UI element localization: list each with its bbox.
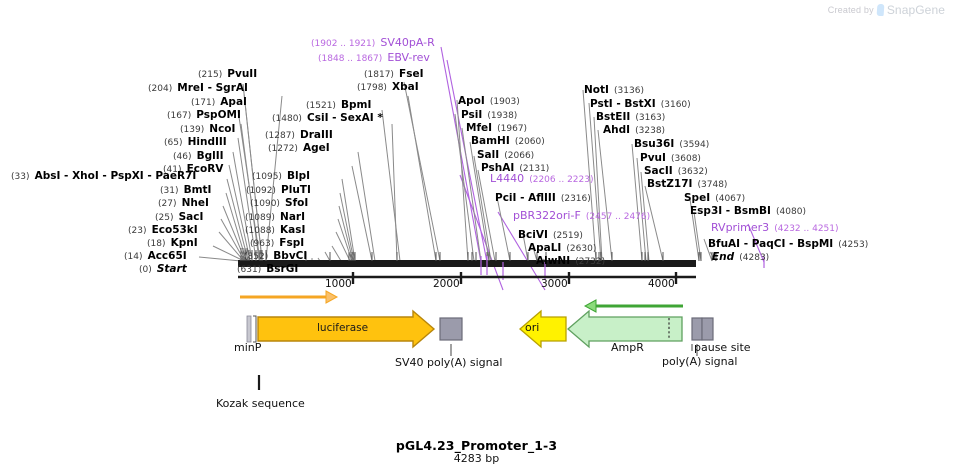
enzyme-label-ahdi[interactable]: AhdI (3238) xyxy=(603,124,666,136)
watermark-prefix: Created by xyxy=(827,5,874,15)
enzyme-label-sfoi[interactable]: (1090) SfoI xyxy=(250,197,309,209)
enzyme-label-bglii[interactable]: (46) BglII xyxy=(173,150,224,162)
enzyme-label-nhei[interactable]: (27) NheI xyxy=(158,197,209,209)
sv40-polya-signal-label: SV40 poly(A) signal xyxy=(395,356,503,369)
enzyme-label-bstz17i[interactable]: BstZ17I (3748) xyxy=(647,178,728,190)
enzyme-label-draiii[interactable]: (1287) DraIII xyxy=(265,129,333,141)
leader-lines-right xyxy=(582,89,717,262)
ampr-feature-arrow[interactable] xyxy=(567,309,683,349)
enzyme-label-bsteii[interactable]: BstEII (3163) xyxy=(596,111,666,123)
enzyme-label-fspi[interactable]: (963) FspI xyxy=(250,237,305,249)
enzyme-label-csii-sexai[interactable]: (1480) CsiI - SexAI * xyxy=(272,112,383,124)
enzyme-label-nari[interactable]: (1089) NarI xyxy=(245,211,305,223)
plasmid-length: 4283 bp xyxy=(453,452,500,465)
leader-lines-left xyxy=(198,83,283,262)
enzyme-label-kasi[interactable]: (1088) KasI xyxy=(245,224,306,236)
ampr-polya-signal-box[interactable] xyxy=(691,317,703,341)
pause-site-label: pause site xyxy=(694,341,751,354)
enzyme-label-ncoi[interactable]: (139) NcoI xyxy=(180,123,236,135)
ampr-label: AmpR xyxy=(611,341,644,354)
luciferase-feature-arrow[interactable] xyxy=(257,309,436,349)
ruler-tick-4000: 4000 xyxy=(648,278,675,290)
ruler-tick-1000: 1000 xyxy=(325,278,352,290)
enzyme-label-pvui[interactable]: PvuI (3608) xyxy=(640,152,701,164)
minp-promoter-arrow xyxy=(240,290,339,304)
pause-site-box[interactable] xyxy=(701,317,714,341)
enzyme-label-pluti[interactable]: (1092) PluTI xyxy=(246,184,311,196)
minp-label: minP xyxy=(234,341,262,354)
ampr-promoter-arrow xyxy=(583,299,683,313)
enzyme-label-pspomi[interactable]: (167) PspOMI xyxy=(167,109,241,121)
ori-label: ori xyxy=(525,321,540,334)
enzyme-label-alwni[interactable]: AlwNI (2732) xyxy=(536,255,606,267)
enzyme-label-eco53ki[interactable]: (23) Eco53kI xyxy=(128,224,198,236)
enzyme-label-absi-xhoi-pspxi-paer7i[interactable]: (33) AbsI - XhoI - PspXI - PaeR7I xyxy=(11,170,197,182)
enzyme-label-apai[interactable]: (171) ApaI xyxy=(191,96,247,108)
feature-callout-ticks xyxy=(450,344,698,356)
sv40-polya-signal-box[interactable] xyxy=(439,317,463,341)
enzyme-label-bcivi[interactable]: BciVI (2519) xyxy=(518,229,583,241)
ruler-tick-2000: 2000 xyxy=(433,278,460,290)
leader-lines-center xyxy=(454,99,547,262)
enzyme-label-acc65i[interactable]: (14) Acc65I xyxy=(124,250,187,262)
enzyme-label-kpni[interactable]: (18) KpnI xyxy=(147,237,198,249)
primer-label-pbr322ori-f[interactable]: pBR322ori-F (2457 .. 2476) xyxy=(513,209,651,222)
enzyme-label-bfuai-paqci-bspmi[interactable]: BfuAI - PaqCI - BspMI (4253) xyxy=(708,238,869,250)
enzyme-label-hindiii[interactable]: (65) HindIII xyxy=(164,136,227,148)
enzyme-label-apali[interactable]: ApaLI (2630) xyxy=(528,242,597,254)
leader-lines-midleft xyxy=(311,81,441,262)
enzyme-label-fsei[interactable]: (1817) FseI xyxy=(364,68,424,80)
enzyme-label-esp3i-bsmbi[interactable]: Esp3I - BsmBI (4080) xyxy=(690,205,806,217)
enzyme-label-start[interactable]: (0) Start xyxy=(139,263,187,275)
primer-label-sv40pa-r[interactable]: (1902 .. 1921) SV40pA-R xyxy=(311,36,435,49)
enzyme-label-noti[interactable]: NotI (3136) xyxy=(584,84,644,96)
enzyme-label-bmti[interactable]: (31) BmtI xyxy=(160,184,212,196)
enzyme-label-pvuii[interactable]: (215) PvuII xyxy=(198,68,258,80)
ruler-tick-3000: 3000 xyxy=(541,278,568,290)
enzyme-label-ecorv[interactable]: (41) EcoRV xyxy=(163,163,224,175)
enzyme-label-pshai[interactable]: PshAI (2131) xyxy=(481,162,550,174)
enzyme-label-agei[interactable]: (1272) AgeI xyxy=(268,142,330,154)
enzyme-label-psti-bstxi[interactable]: PstI - BstXI (3160) xyxy=(590,98,691,110)
ori-feature-arrow[interactable] xyxy=(519,309,567,349)
page-title: pGL4.23_Promoter_1-3 xyxy=(395,438,558,453)
enzyme-label-bamhi[interactable]: BamHI (2060) xyxy=(471,135,545,147)
enzyme-label-sacii[interactable]: SacII (3632) xyxy=(644,165,708,177)
enzyme-label-blpi[interactable]: (1095) BlpI xyxy=(252,170,311,182)
enzyme-label-bbvci[interactable]: (852) BbvCI xyxy=(244,250,308,262)
enzyme-label-xbai[interactable]: (1798) XbaI xyxy=(357,81,419,93)
enzyme-label-pcii-afliii[interactable]: PciI - AflIII (2316) xyxy=(495,192,591,204)
snapgene-watermark: Created by SnapGene xyxy=(828,3,945,17)
primer-label-ebv-rev[interactable]: (1848 .. 1867) EBV-rev xyxy=(318,51,430,64)
primer-label-l4440[interactable]: L4440 (2206 .. 2223) xyxy=(490,172,594,185)
ruler-major-ticks xyxy=(351,272,678,284)
enzyme-label-psii[interactable]: PsiI (1938) xyxy=(461,109,518,121)
luciferase-label: luciferase xyxy=(317,322,369,334)
enzyme-label-bsu36i[interactable]: Bsu36I (3594) xyxy=(634,138,710,150)
enzyme-label-mfei[interactable]: MfeI (1967) xyxy=(466,122,528,134)
minp-feature[interactable] xyxy=(246,315,257,343)
plasmid-backbone xyxy=(238,260,696,267)
ampr-polya-signal-label: poly(A) signal xyxy=(662,355,738,368)
primer-label-rvprimer3[interactable]: RVprimer3 (4232 .. 4251) xyxy=(711,221,839,234)
enzyme-label-apoi[interactable]: ApoI (1903) xyxy=(458,95,520,107)
enzyme-label-saci[interactable]: (25) SacI xyxy=(155,211,204,223)
enzyme-label-sali[interactable]: SalI (2066) xyxy=(477,149,535,161)
enzyme-label-bpmi[interactable]: (1521) BpmI xyxy=(306,99,372,111)
watermark-brand: SnapGene xyxy=(886,3,945,17)
enzyme-label-end[interactable]: End (4283) xyxy=(712,251,770,263)
enzyme-label-mrei-sgrai[interactable]: (204) MreI - SgrAI xyxy=(148,82,248,94)
kozak-sequence-label: Kozak sequence xyxy=(216,397,305,410)
enzyme-label-bsrgi[interactable]: (631) BsrGI xyxy=(237,263,299,275)
enzyme-label-spei[interactable]: SpeI (4067) xyxy=(684,192,746,204)
